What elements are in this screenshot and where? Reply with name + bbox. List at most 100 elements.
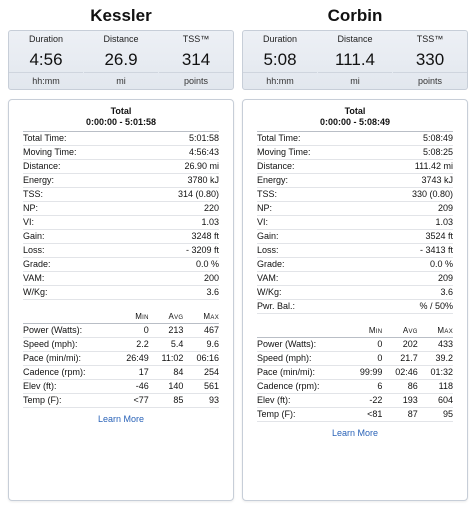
metric-avg: 21.7 xyxy=(382,351,418,366)
stat-value: 26.90 mi xyxy=(133,159,219,174)
stat-label: Gain: xyxy=(23,229,134,244)
stat-value: 111.42 mi xyxy=(367,159,453,174)
summary-value: 4:56 xyxy=(29,50,63,69)
stat-value: 1.03 xyxy=(133,215,219,230)
stat-label: VAM: xyxy=(257,271,368,286)
stat-label: Total Time: xyxy=(257,131,368,146)
metric-label: Pace (min/mi): xyxy=(23,351,114,366)
stat-label: TSS: xyxy=(257,187,368,202)
panel-title: Total xyxy=(110,106,132,116)
stat-value: 0.0 % xyxy=(367,257,453,272)
stat-label: Energy: xyxy=(23,173,134,188)
stat-value: % / 50% xyxy=(367,299,453,314)
stat-value: 314 (0.80) xyxy=(133,187,219,202)
stat-label: NP: xyxy=(23,201,134,216)
stat-row: Moving Time: 4:56:43 xyxy=(23,145,219,160)
stat-row: Gain: 3248 ft xyxy=(23,229,219,244)
metric-label: Pace (min/mi): xyxy=(257,365,348,380)
metric-label: Cadence (rpm): xyxy=(23,365,114,380)
learn-more-link[interactable]: Learn More xyxy=(97,413,145,424)
stat-label: NP: xyxy=(257,201,368,216)
metric-min: 0 xyxy=(347,336,383,352)
stat-row: Energy: 3743 kJ xyxy=(257,173,453,188)
summary-value: 111.4 xyxy=(334,50,376,69)
metric-min: -22 xyxy=(347,393,383,408)
metric-avg: 85 xyxy=(148,393,184,408)
distance-summary: Distance 26.9 mi xyxy=(83,31,158,89)
stats-table: Total Time: 5:01:58 Moving Time: 4:56:43 D… xyxy=(23,131,219,300)
metric-row: Cadence (rpm): 6 86 118 xyxy=(257,379,453,394)
stat-row: Grade: 0.0 % xyxy=(257,257,453,272)
metric-avg: 202 xyxy=(382,336,418,352)
summary-label: Duration xyxy=(262,34,298,44)
metrics-header-row: Min Avg Max xyxy=(23,310,219,323)
metric-avg: 86 xyxy=(382,379,418,394)
metric-max: 433 xyxy=(417,336,453,352)
stat-value: - 3413 ft xyxy=(367,243,453,258)
stat-value: - 3209 ft xyxy=(133,243,219,258)
metric-max: 254 xyxy=(183,365,219,380)
stat-row: TSS: 314 (0.80) xyxy=(23,187,219,202)
stat-label: Distance: xyxy=(257,159,368,174)
metric-row: Elev (ft): -22 193 604 xyxy=(257,393,453,408)
summary-label: Distance xyxy=(337,34,373,44)
metric-label: Elev (ft): xyxy=(23,379,114,394)
metric-min: 17 xyxy=(113,365,149,380)
summary-unit: mi xyxy=(84,72,158,89)
stat-label: Loss: xyxy=(257,243,368,258)
summary-label: Duration xyxy=(28,34,64,44)
metric-max: 95 xyxy=(417,407,453,422)
metric-row: Speed (mph): 0 21.7 39.2 xyxy=(257,351,453,366)
stat-value: 330 (0.80) xyxy=(367,187,453,202)
stat-value: 200 xyxy=(133,271,219,286)
metric-max: 604 xyxy=(417,393,453,408)
learn-more-link[interactable]: Learn More xyxy=(331,427,379,438)
stat-value: 3.6 xyxy=(133,285,219,300)
metric-max: 39.2 xyxy=(417,351,453,366)
stat-label: Moving Time: xyxy=(23,145,134,160)
stats-panel-corbin: Total 0:00:00 - 5:08:49 Total Time: 5:08:… xyxy=(242,99,468,501)
metric-min: 0 xyxy=(113,322,149,338)
metrics-table: Min Avg Max Power (Watts): 0 202 433 Speed … xyxy=(257,324,453,422)
stat-row: Gain: 3524 ft xyxy=(257,229,453,244)
summary-unit: points xyxy=(159,72,233,89)
stat-row: VI: 1.03 xyxy=(23,215,219,230)
stat-label: Gain: xyxy=(257,229,368,244)
metrics-table: Min Avg Max Power (Watts): 0 213 467 Speed … xyxy=(23,310,219,408)
summary-unit: hh:mm xyxy=(9,72,83,89)
stat-row: NP: 209 xyxy=(257,201,453,216)
stat-label: VI: xyxy=(257,215,368,230)
stat-row: Pwr. Bal.:% / 50% xyxy=(257,299,453,314)
athlete-name: Corbin xyxy=(327,6,383,25)
stat-value: 3524 ft xyxy=(367,229,453,244)
stat-row: Moving Time: 5:08:25 xyxy=(257,145,453,160)
stat-row: Distance: 111.42 mi xyxy=(257,159,453,174)
metric-min: 99:99 xyxy=(347,365,383,380)
metric-min: -46 xyxy=(113,379,149,394)
stat-label: Grade: xyxy=(257,257,368,272)
stat-row: Distance: 26.90 mi xyxy=(23,159,219,174)
metric-row: Power (Watts): 0 213 467 xyxy=(23,322,219,338)
metric-label: Temp (F): xyxy=(257,407,348,422)
stat-value: 209 xyxy=(367,201,453,216)
max-header: Max xyxy=(437,325,453,335)
summary-label: Distance xyxy=(103,34,139,44)
metric-min: <77 xyxy=(113,393,149,408)
metric-min: 0 xyxy=(347,351,383,366)
stats-table: Total Time: 5:08:49 Moving Time: 5:08:25 D… xyxy=(257,131,453,314)
summary-unit: points xyxy=(393,72,467,89)
stat-label: Loss: xyxy=(23,243,134,258)
stat-label: VAM: xyxy=(23,271,134,286)
stat-row: W/Kg: 3.6 xyxy=(23,285,219,300)
summary-value: 330 xyxy=(415,50,445,69)
stat-label: VI: xyxy=(23,215,134,230)
metric-row: Speed (mph): 2.2 5.4 9.6 xyxy=(23,337,219,352)
metric-row: Pace (min/mi): 99:99 02:46 01:32 xyxy=(257,365,453,380)
stat-value: 5:01:58 xyxy=(133,131,219,146)
metric-avg: 87 xyxy=(382,407,418,422)
metric-row: Cadence (rpm): 17 84 254 xyxy=(23,365,219,380)
summary-unit: hh:mm xyxy=(243,72,317,89)
stat-label: W/Kg: xyxy=(257,285,368,300)
summary-unit: mi xyxy=(318,72,392,89)
metric-min: 26:49 xyxy=(113,351,149,366)
